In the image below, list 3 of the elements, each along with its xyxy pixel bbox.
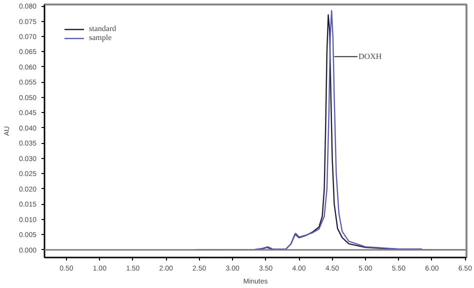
annotation: DOXH bbox=[358, 52, 382, 62]
legend-label: sample bbox=[89, 33, 112, 42]
legend-label: standard bbox=[89, 24, 116, 33]
